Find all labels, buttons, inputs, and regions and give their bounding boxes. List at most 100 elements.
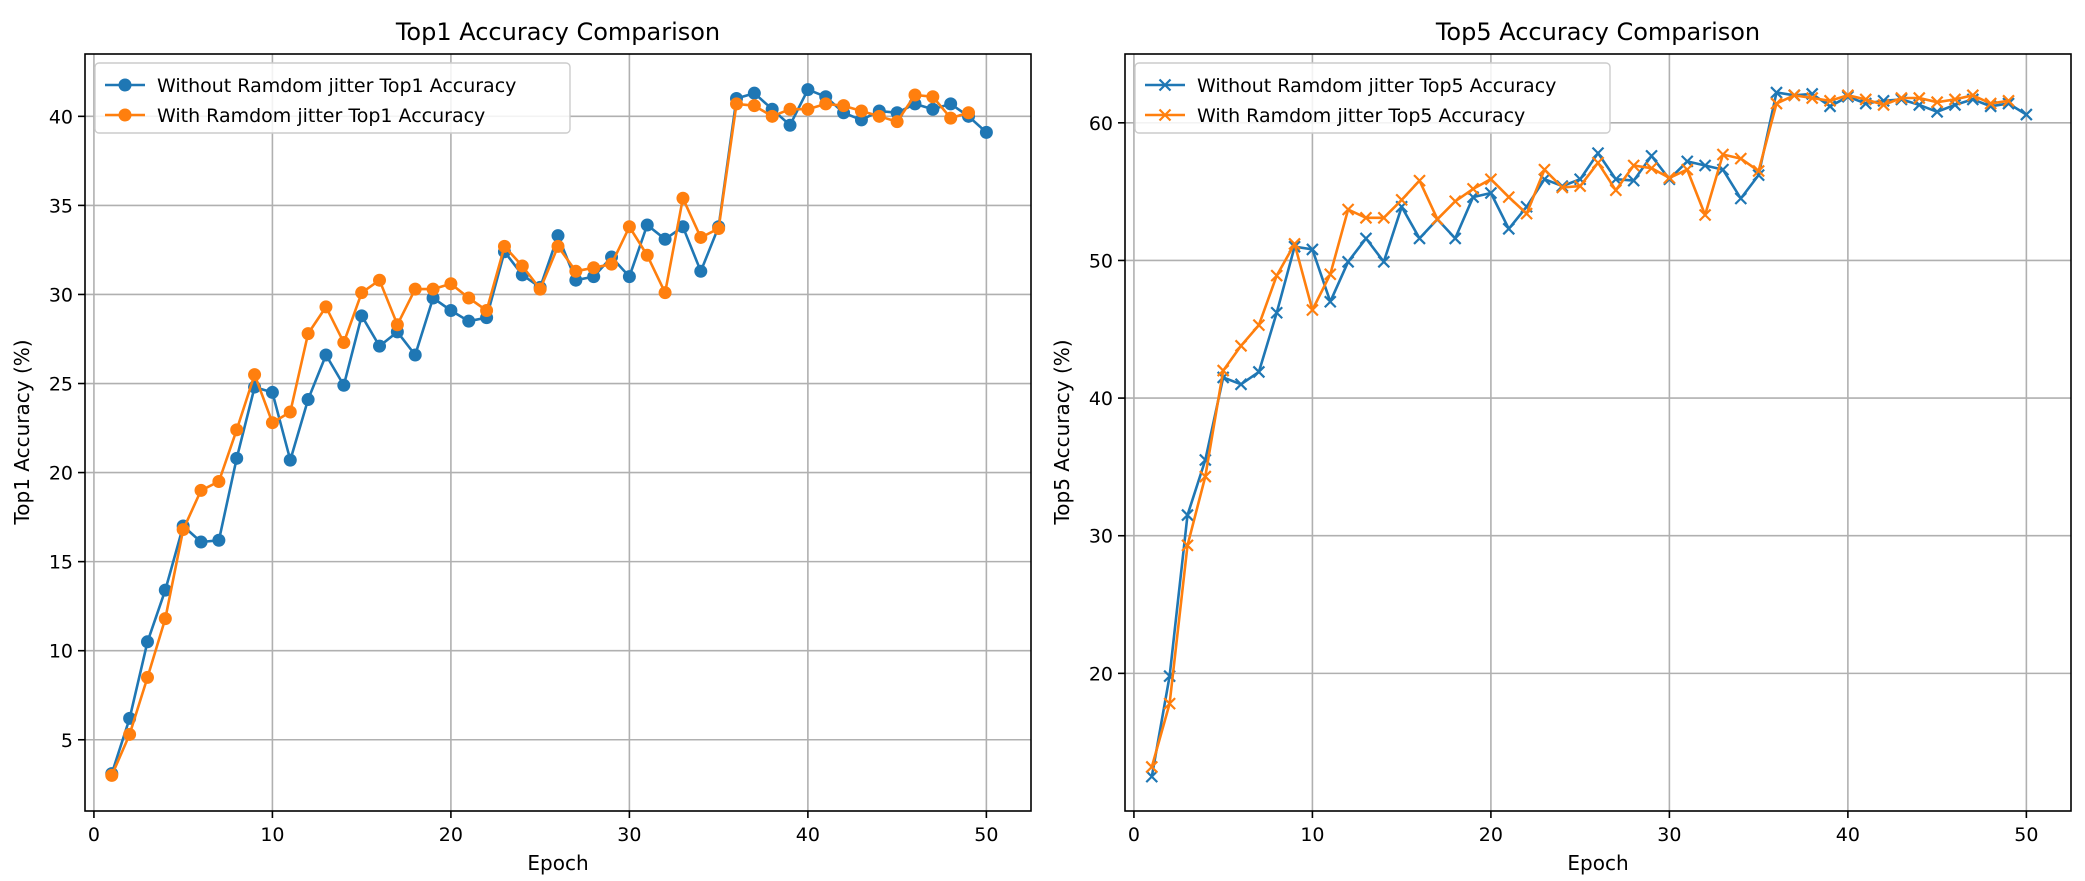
data-point — [1877, 98, 1890, 112]
data-point — [587, 261, 601, 275]
data-point — [212, 474, 226, 488]
data-point — [1341, 255, 1355, 269]
data-point — [1270, 306, 1283, 320]
data-point — [497, 239, 511, 253]
y-tick-label: 15 — [49, 552, 73, 574]
chart-top1: Top1 Accuracy Comparison 0 10 20 30 40 50 5 10 1… — [10, 18, 1032, 875]
data-point — [783, 102, 797, 116]
data-point — [444, 277, 458, 291]
data-point — [712, 222, 726, 236]
data-point — [140, 635, 154, 649]
data-point — [747, 99, 761, 113]
data-point — [1752, 168, 1765, 182]
data-point — [1752, 164, 1765, 178]
legend-item: Without Ramdom jitter Top5 Accuracy — [1145, 75, 1556, 97]
data-point — [1556, 181, 1569, 194]
data-point — [2002, 97, 2015, 110]
data-point — [1841, 89, 1855, 102]
legend-marker — [1158, 108, 1172, 122]
data-point — [872, 109, 886, 123]
data-point — [1734, 192, 1748, 205]
data-point — [1359, 211, 1373, 225]
x-tick-label: 40 — [796, 824, 820, 846]
series-line — [1150, 94, 2009, 768]
x-tick-label: 10 — [1300, 824, 1324, 846]
data-point — [1591, 156, 1605, 170]
data-point — [1431, 212, 1444, 226]
data-point — [1895, 91, 1908, 105]
x-tick-label: 0 — [1128, 824, 1140, 846]
data-point — [1698, 159, 1712, 172]
data-point — [1448, 194, 1462, 208]
data-point — [676, 220, 690, 234]
data-point — [194, 483, 208, 497]
legend-label: Without Ramdom jitter Top1 Accuracy — [157, 75, 516, 97]
data-point — [1199, 470, 1212, 483]
data-point — [801, 102, 815, 116]
data-point — [1573, 179, 1587, 193]
data-point — [1359, 232, 1373, 245]
y-tick-label: 40 — [49, 106, 73, 128]
y-tick-label: 50 — [1089, 250, 1113, 272]
data-point — [1645, 161, 1658, 175]
data-point — [587, 270, 601, 284]
series-with-jitter — [105, 88, 976, 782]
series-without-jitter — [1145, 86, 2033, 783]
data-point — [551, 229, 565, 243]
data-point — [1520, 207, 1533, 220]
data-point — [837, 99, 851, 113]
data-point — [426, 282, 440, 296]
data-point — [854, 104, 868, 118]
data-point — [926, 90, 940, 104]
data-point — [176, 523, 190, 537]
y-axis-label: Top5 Accuracy (%) — [1050, 339, 1074, 525]
chart-title: Top1 Accuracy Comparison — [395, 18, 720, 46]
data-point — [569, 264, 583, 278]
data-point — [1645, 149, 1658, 163]
data-point — [337, 336, 351, 350]
data-point — [1252, 365, 1266, 379]
data-point — [373, 273, 387, 287]
legend-item: With Ramdom jitter Top5 Accuracy — [1145, 105, 1525, 127]
data-point — [265, 416, 279, 430]
data-point — [301, 393, 315, 407]
y-tick-label: 25 — [49, 374, 73, 396]
data-point — [444, 303, 458, 317]
data-point — [1270, 269, 1283, 282]
data-point — [1627, 159, 1640, 172]
data-point — [283, 453, 297, 467]
data-point — [1502, 190, 1516, 204]
y-tick-label: 40 — [1089, 388, 1113, 410]
data-point — [212, 533, 226, 547]
data-point — [462, 291, 476, 305]
data-point — [105, 768, 119, 782]
data-point — [2002, 94, 2015, 108]
y-tick-label: 35 — [49, 195, 73, 217]
data-point — [658, 232, 672, 246]
data-point — [1181, 539, 1194, 552]
data-point — [408, 282, 422, 296]
data-point — [194, 535, 208, 549]
data-point — [1413, 174, 1426, 187]
data-point — [1377, 211, 1391, 225]
data-point — [1663, 171, 1676, 185]
data-point — [605, 257, 619, 271]
data-point — [515, 259, 529, 273]
data-point — [1252, 318, 1266, 332]
data-point — [1306, 303, 1319, 317]
data-point — [140, 670, 154, 684]
data-point — [1823, 100, 1837, 113]
legend-label: With Ramdom jitter Top1 Accuracy — [157, 105, 485, 127]
y-tick-label: 20 — [1089, 663, 1113, 685]
legend-label: With Ramdom jitter Top5 Accuracy — [1197, 105, 1525, 127]
data-point — [1698, 208, 1712, 222]
data-point — [462, 314, 476, 328]
data-point — [1288, 237, 1301, 251]
x-tick-label: 30 — [1657, 824, 1681, 846]
data-point — [640, 248, 654, 262]
data-point — [622, 220, 636, 234]
data-point — [765, 109, 779, 123]
data-point — [1538, 163, 1551, 176]
data-point — [1163, 697, 1176, 710]
